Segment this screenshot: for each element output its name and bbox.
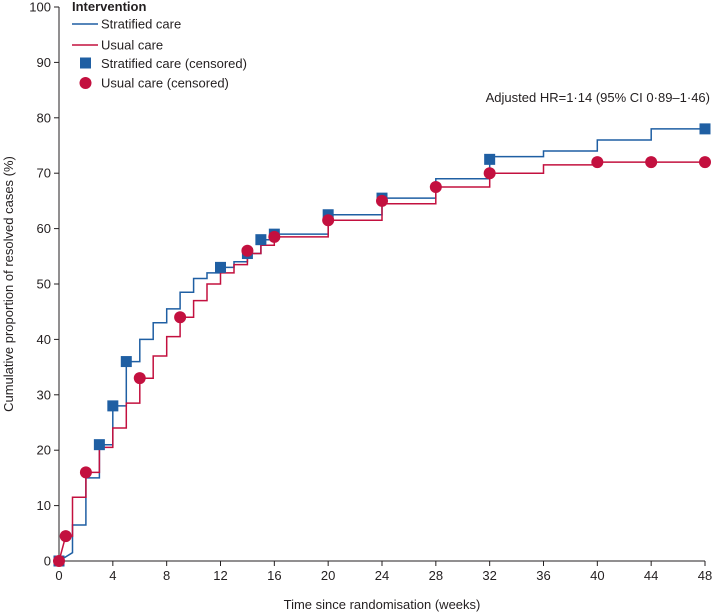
y-tick-label-90: 90	[37, 55, 51, 70]
y-tick-label-0: 0	[44, 554, 51, 569]
legend-marker-usual-censored	[79, 77, 92, 89]
marker-stratified-care-censored-3	[120, 356, 132, 368]
y-tick-label-60: 60	[37, 221, 51, 236]
marker-stratified-care-censored-4	[215, 261, 226, 273]
marker-usual-care-censored-1	[59, 530, 72, 543]
x-tick-label-40: 40	[590, 568, 604, 583]
x-tick-label-24: 24	[375, 568, 389, 583]
marker-usual-care-censored-2	[79, 466, 92, 479]
y-tick-label-20: 20	[37, 443, 51, 458]
y-tick-label-100: 100	[29, 0, 51, 15]
marker-usual-care-censored-6	[268, 230, 281, 243]
marker-usual-care-censored-7	[322, 214, 335, 227]
marker-usual-care-censored-10	[483, 167, 496, 180]
x-tick-label-12: 12	[213, 568, 227, 583]
series-line-usual-care	[58, 161, 705, 562]
y-tick-label-80: 80	[37, 110, 51, 125]
y-tick-label-50: 50	[37, 277, 51, 292]
x-tick-label-0: 0	[55, 568, 62, 583]
marker-usual-care-censored-12	[645, 156, 658, 169]
x-tick-label-48: 48	[698, 568, 712, 583]
legend-label-stratified-censored: Stratified care (censored)	[101, 56, 247, 71]
legend-label-usual-care: Usual care	[101, 38, 163, 53]
x-tick-label-20: 20	[321, 568, 335, 583]
x-axis-label: Time since randomisation (weeks)	[284, 597, 481, 612]
hazard-ratio-annotation: Adjusted HR=1·14 (95% CI 0·89–1·46)	[486, 90, 710, 105]
plot-area	[53, 123, 711, 567]
legend-title: Intervention	[72, 0, 146, 14]
y-axis-label: Cumulative proportion of resolved cases …	[1, 156, 16, 412]
x-tick-label-32: 32	[482, 568, 496, 583]
y-tick-label-30: 30	[37, 387, 51, 402]
y-tick-label-40: 40	[37, 332, 51, 347]
y-tick-label-70: 70	[37, 166, 51, 181]
legend-label-usual-censored: Usual care (censored)	[101, 76, 229, 91]
marker-usual-care-censored-5	[241, 244, 254, 257]
x-tick-label-4: 4	[109, 568, 116, 583]
x-tick-label-28: 28	[429, 568, 443, 583]
legend-label-stratified-care: Stratified care	[101, 17, 181, 32]
marker-stratified-care-censored-6	[255, 234, 267, 246]
x-tick-label-8: 8	[163, 568, 170, 583]
x-tick-label-16: 16	[267, 568, 281, 583]
marker-usual-care-censored-11	[591, 156, 604, 169]
marker-stratified-care-censored-11	[699, 123, 711, 135]
marker-stratified-care-censored-1	[93, 439, 105, 451]
marker-usual-care-censored-3	[133, 372, 146, 385]
marker-stratified-care-censored-10	[484, 153, 496, 165]
x-tick-label-44: 44	[644, 568, 658, 583]
x-tick-label-36: 36	[536, 568, 550, 583]
legend: Intervention Stratified care Usual care …	[72, 0, 247, 91]
marker-usual-care-censored-13	[699, 156, 711, 169]
marker-usual-care-censored-9	[429, 181, 442, 194]
legend-marker-stratified-censored	[80, 57, 91, 69]
y-tick-label-10: 10	[37, 498, 51, 513]
marker-stratified-care-censored-2	[107, 400, 119, 412]
marker-usual-care-censored-4	[174, 311, 187, 324]
marker-usual-care-censored-0	[53, 555, 65, 567]
marker-usual-care-censored-8	[376, 194, 388, 207]
